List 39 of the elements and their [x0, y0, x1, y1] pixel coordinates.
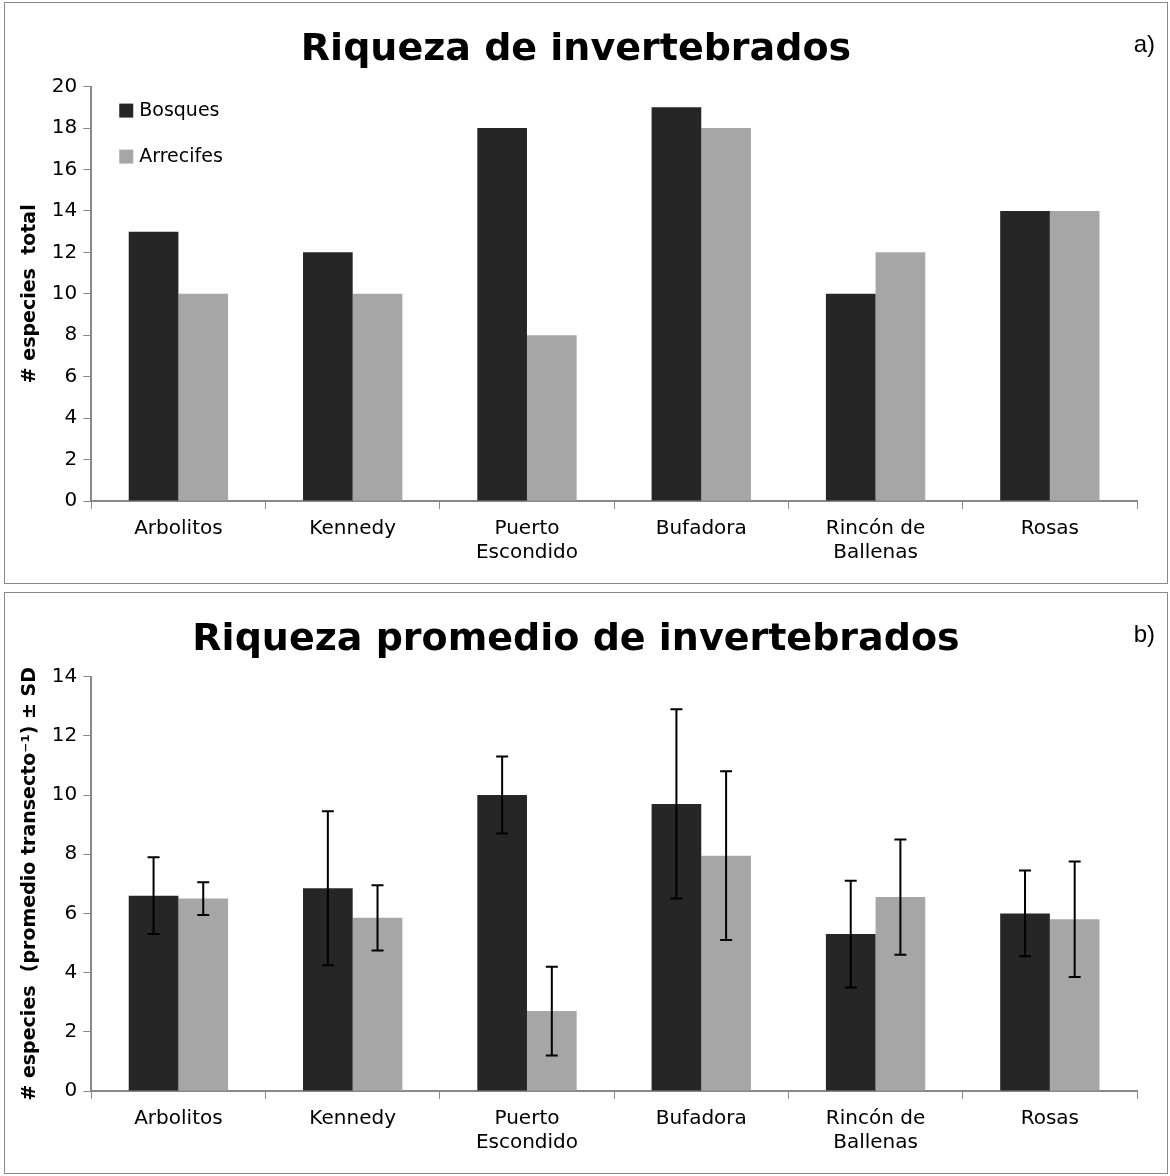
x-tick-label: Bufadora — [655, 1105, 747, 1130]
y-tick-label: 18 — [51, 114, 78, 139]
legend-label: Arrecifes — [139, 143, 223, 166]
x-tick-label: Puerto Escondido — [475, 515, 579, 564]
x-tick-label: Kennedy — [309, 515, 397, 540]
x-tick-label: Arbolitos — [134, 1105, 223, 1130]
y-tick-label: 0 — [64, 487, 78, 512]
x-tick-label: Puerto Escondido — [475, 1105, 579, 1154]
x-tick-label: Kennedy — [309, 1105, 397, 1130]
x-tick-label: Rincón de Ballenas — [825, 515, 926, 564]
y-tick-label: 6 — [64, 899, 78, 924]
y-tick-label: 20 — [51, 72, 78, 97]
y-tick-label: 14 — [51, 662, 78, 687]
y-tick-label: 12 — [51, 238, 78, 263]
y-tick-label: 8 — [64, 840, 78, 865]
y-tick-label: 12 — [51, 722, 78, 746]
chart-title: Riqueza promedio de invertebrados — [192, 614, 960, 659]
y-tick-label: 2 — [64, 445, 78, 470]
x-tick-label: Bufadora — [655, 515, 747, 540]
chart-title: Riqueza de invertebrados — [300, 24, 852, 69]
y-axis-title: # especies (promedio transecto⁻¹) ± SD — [17, 666, 40, 1101]
y-tick-label: 14 — [51, 197, 78, 222]
y-tick-label: 10 — [51, 280, 78, 304]
y-tick-label: 4 — [64, 958, 78, 983]
y-tick-label: 8 — [64, 321, 78, 346]
y-tick-label: 0 — [64, 1077, 78, 1102]
x-tick-label: Rincón de Ballenas — [825, 1105, 926, 1154]
legend-label: Bosques — [139, 97, 220, 120]
x-tick-label: Rosas — [1020, 1105, 1080, 1130]
text: b) — [1133, 619, 1155, 647]
y-tick-label: 4 — [64, 404, 78, 429]
x-tick-label: Rosas — [1020, 515, 1080, 540]
x-tick-label: Arbolitos — [134, 515, 223, 540]
y-tick-label: 6 — [64, 362, 78, 387]
text: a) — [1133, 29, 1155, 57]
y-tick-label: 16 — [51, 155, 78, 180]
y-axis-title: # especies total — [17, 204, 40, 384]
y-tick-label: 10 — [51, 781, 78, 806]
y-tick-label: 2 — [64, 1018, 78, 1042]
